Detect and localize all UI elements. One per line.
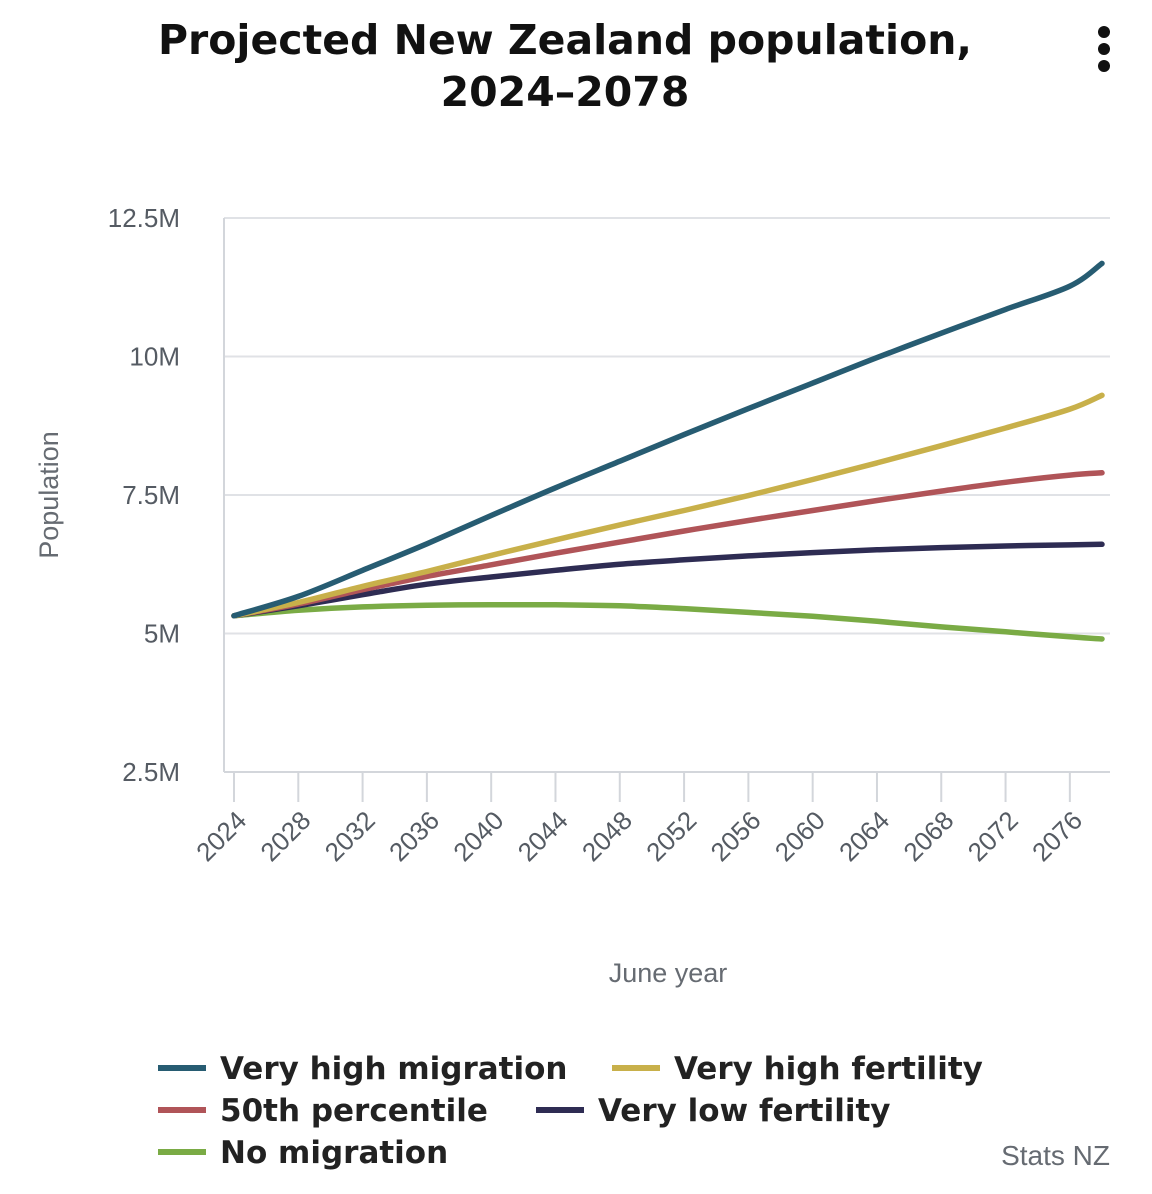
x-tick-label: 2068 [897,805,959,867]
y-tick-label: 10M [129,342,180,372]
x-tick-label: 2052 [640,805,702,867]
x-tick-label: 2076 [1026,805,1088,867]
grid-lines [224,217,1110,773]
x-axis-title: June year [609,958,728,988]
legend-item-no-migration[interactable]: No migration [158,1135,448,1171]
chart-title-line-2: 2024–2078 [440,68,690,116]
legend-label: No migration [220,1135,448,1171]
legend-label: Very high migration [220,1051,568,1087]
more-vertical-icon-dot [1098,60,1110,72]
series-line-50th-percentile[interactable] [231,470,1105,619]
chart-title-line-1: Projected New Zealand population, [158,16,972,64]
legend-item-very-high-migration[interactable]: Very high migration [158,1051,568,1087]
legend: Very high migration Very high fertility 50… [158,1051,983,1171]
series-line-very-high-migration[interactable] [231,260,1105,619]
x-tick-label: 2060 [769,805,831,867]
x-tick-label: 2036 [383,805,445,867]
x-tick-label: 2056 [704,805,766,867]
y-tick-label: 7.5M [122,480,180,510]
chart-title: Projected New Zealand population, 2024–2… [0,14,1130,118]
legend-item-50th-percentile[interactable]: 50th percentile [158,1093,488,1129]
x-tick-label: 2064 [833,805,895,867]
more-vertical-icon-dot [1098,43,1110,55]
x-tick-label: 2032 [319,805,381,867]
y-tick-label: 12.5M [108,203,180,233]
series-line-no-migration[interactable] [231,601,1105,642]
y-axis-title: Population [34,431,64,559]
source-credit: Stats NZ [1001,1140,1110,1171]
x-tick-label: 2072 [962,805,1024,867]
y-tick-label: 5M [144,619,180,649]
x-tick-label: 2040 [447,805,509,867]
x-tick-label: 2024 [190,805,252,867]
series-line-very-low-fertility[interactable] [231,541,1105,619]
x-tick-label: 2044 [512,805,574,867]
x-tick-label: 2048 [576,805,638,867]
x-tick-label: 2028 [254,805,316,867]
more-vertical-icon [1098,26,1110,38]
legend-label: Very low fertility [598,1093,891,1129]
chart-menu-button[interactable] [1088,22,1122,76]
legend-label: 50th percentile [220,1093,488,1129]
series-line-very-high-fertility[interactable] [231,392,1105,619]
legend-label: Very high fertility [674,1051,983,1087]
legend-item-very-low-fertility[interactable]: Very low fertility [536,1093,891,1129]
series-lines [231,260,1105,642]
y-tick-label: 2.5M [122,757,180,787]
legend-item-very-high-fertility[interactable]: Very high fertility [612,1051,983,1087]
